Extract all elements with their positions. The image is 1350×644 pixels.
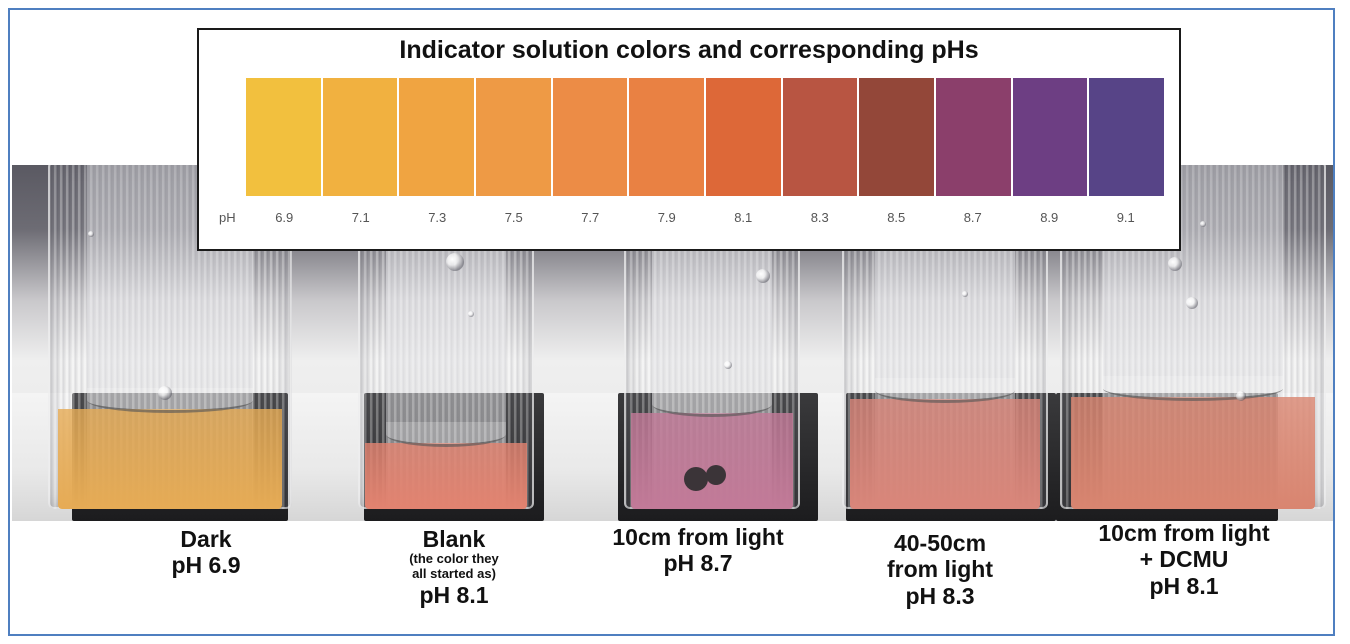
- ph-tick-label: 7.3: [428, 210, 447, 225]
- sample-liquid: [631, 413, 793, 509]
- ph-tick-label: 6.9: [275, 210, 294, 225]
- caption-ph: pH 8.3: [905, 582, 975, 609]
- caption-note: all started as): [412, 566, 496, 582]
- color-swatch: [782, 78, 860, 196]
- ph-tick-label: 7.9: [657, 210, 676, 225]
- caption-label: 10cm from light: [612, 524, 784, 550]
- caption-ph: pH 8.1: [419, 582, 489, 609]
- color-swatch-strip: [246, 78, 1165, 196]
- ph-tick-label: 7.5: [504, 210, 523, 225]
- sample-liquid: [1070, 397, 1316, 509]
- color-swatch: [322, 78, 400, 196]
- caption-label: from light: [886, 556, 994, 583]
- ph-tick-label: 7.7: [581, 210, 600, 225]
- ph-tick-label: 9.1: [1116, 210, 1135, 225]
- ph-tick-label: 8.5: [887, 210, 906, 225]
- ph-tick-label: 8.1: [734, 210, 753, 225]
- ph-tick-label: 7.1: [351, 210, 370, 225]
- color-swatch: [476, 78, 553, 196]
- caption-label: Dark: [180, 526, 232, 552]
- caption-dark: Dark pH 6.9: [106, 526, 306, 579]
- color-swatch: [1089, 78, 1165, 196]
- caption-ph: pH 6.9: [171, 552, 241, 579]
- indicator-color-chart: Indicator solution colors and correspond…: [197, 28, 1181, 251]
- caption-ph: pH 8.1: [1149, 572, 1219, 599]
- sample-liquid: [365, 443, 527, 509]
- sample-liquid: [57, 409, 283, 509]
- ph-tick-label: 8.9: [1040, 210, 1059, 225]
- figure-frame: Indicator solution colors and correspond…: [8, 8, 1335, 636]
- color-swatch: [552, 78, 630, 196]
- ph-tick-label: 8.7: [963, 210, 982, 225]
- caption-label: Blank: [422, 526, 486, 552]
- color-swatch: [859, 78, 937, 196]
- ph-tick-labels: 6.9 7.1 7.3 7.5 7.7 7.9 8.1 8.3 8.5 8.7 8.9 9.1: [246, 210, 1164, 225]
- sample-liquid: [850, 399, 1040, 509]
- ph-axis-label: pH: [219, 210, 236, 225]
- caption-label: 10cm from light: [1098, 520, 1270, 546]
- color-swatch: [629, 78, 707, 196]
- color-swatch: [936, 78, 1013, 196]
- caption-ph: pH 8.7: [663, 550, 733, 577]
- caption-10cm: 10cm from light pH 8.7: [578, 524, 818, 577]
- chart-title: Indicator solution colors and correspond…: [399, 36, 979, 64]
- color-swatch: [1012, 78, 1090, 196]
- color-swatch: [246, 78, 323, 196]
- caption-blank: Blank (the color they all started as) pH…: [364, 526, 544, 609]
- caption-label: + DCMU: [1139, 546, 1229, 573]
- color-swatch: [706, 78, 783, 196]
- color-swatch: [399, 78, 477, 196]
- caption-dcmu: 10cm from light + DCMU pH 8.1: [1064, 520, 1304, 599]
- caption-note: (the color they: [409, 551, 499, 567]
- caption-40-50cm: 40-50cm from light pH 8.3: [840, 530, 1040, 609]
- caption-label: 40-50cm: [893, 530, 987, 556]
- ph-tick-label: 8.3: [810, 210, 829, 225]
